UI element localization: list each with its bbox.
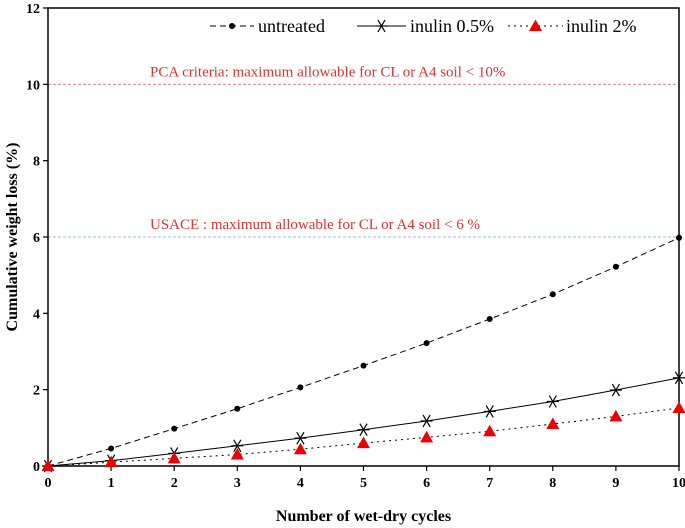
data-point [357, 423, 370, 437]
y-tick-label: 12 [26, 2, 40, 17]
data-point [360, 362, 367, 369]
data-point [612, 263, 619, 270]
data-point [609, 409, 623, 422]
data-point [231, 439, 244, 453]
data-point [108, 445, 115, 452]
x-tick-label: 8 [549, 476, 556, 491]
series-layer [41, 234, 685, 473]
data-point [549, 291, 556, 298]
legend-entry: untreated [210, 16, 325, 36]
y-tick-label: 4 [33, 307, 40, 322]
series-untreated [45, 234, 682, 469]
x-tick-label: 4 [297, 476, 304, 491]
x-tick-label: 5 [360, 476, 367, 491]
y-axis-ticks: 0 2 4 6 8 10 12 [26, 2, 48, 475]
x-tick-label: 0 [45, 476, 52, 491]
data-point [609, 383, 622, 397]
data-point [483, 405, 496, 418]
data-point [546, 395, 559, 408]
x-tick-label: 9 [612, 476, 619, 491]
y-tick-label: 10 [26, 78, 40, 93]
legend-marker [375, 19, 388, 33]
series-line [47, 377, 680, 467]
x-tick-label: 10 [672, 476, 685, 491]
series-inulin-2- [41, 401, 685, 471]
reference-lines: PCA criteria: maximum allowable for CL o… [48, 64, 679, 238]
asterisk-stroke [422, 414, 431, 428]
legend-marker [229, 23, 235, 29]
legend-marker [529, 19, 542, 31]
data-point [673, 371, 685, 385]
x-axis-ticks: 0 1 2 3 4 5 6 7 8 9 10 [45, 466, 685, 491]
asterisk-stroke [377, 19, 386, 33]
asterisk-stroke [611, 383, 621, 397]
data-point [293, 442, 307, 455]
y-tick-label: 2 [33, 384, 40, 399]
data-point [230, 448, 244, 460]
legend-label: inulin 0.5% [410, 16, 494, 36]
data-point [297, 384, 304, 391]
asterisk-stroke [296, 431, 305, 445]
asterisk-stroke [674, 371, 684, 385]
data-point [672, 401, 685, 413]
legend-entry: inulin 0.5% [357, 16, 494, 36]
x-axis-title: Number of wet-dry cycles [276, 508, 451, 525]
data-point [294, 431, 307, 445]
reference-line-label: PCA criteria: maximum allowable for CL o… [150, 64, 505, 80]
asterisk-stroke [359, 423, 368, 437]
legend: untreated inulin 0.5% inulin 2% [210, 16, 637, 36]
data-point [423, 340, 430, 347]
data-point [104, 455, 118, 468]
series-line [47, 237, 680, 467]
data-point [357, 436, 370, 449]
x-tick-label: 6 [423, 476, 430, 491]
data-point [486, 316, 493, 323]
x-tick-label: 3 [234, 476, 241, 491]
legend-label: untreated [258, 16, 325, 36]
data-point [483, 424, 497, 437]
x-tick-label: 7 [486, 476, 493, 491]
data-point [420, 430, 434, 443]
y-axis-title: Cumulative weight loss (%) [4, 143, 21, 332]
legend-label: inulin 2% [566, 16, 637, 36]
data-point [676, 234, 682, 241]
legend-entry: inulin 2% [508, 16, 637, 36]
x-tick-label: 1 [108, 476, 115, 491]
y-tick-label: 8 [33, 155, 40, 170]
data-point [167, 451, 181, 464]
asterisk-stroke [485, 405, 494, 418]
y-tick-label: 6 [33, 231, 40, 246]
series-inulin-0-5- [42, 371, 685, 473]
reference-line-label: USACE : maximum allowable for CL or A4 s… [150, 217, 480, 233]
data-point [234, 405, 241, 412]
asterisk-stroke [233, 439, 242, 453]
x-tick-label: 2 [171, 476, 178, 491]
data-point [171, 425, 178, 432]
data-point [420, 414, 433, 428]
data-point [41, 459, 55, 471]
data-point [546, 417, 560, 430]
y-tick-label: 0 [33, 460, 40, 475]
asterisk-stroke [548, 395, 557, 408]
